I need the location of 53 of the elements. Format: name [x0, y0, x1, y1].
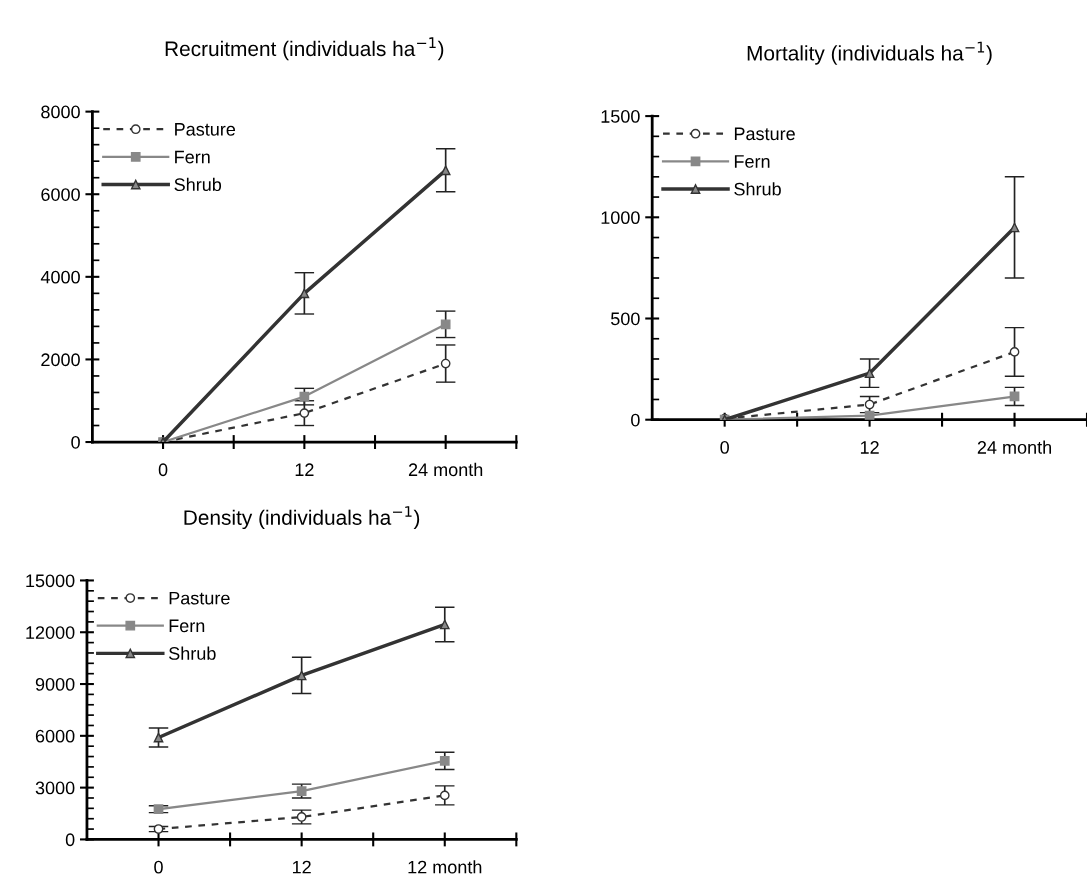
y-tick-label: 1000 — [601, 211, 640, 225]
legend-label: Shrub — [169, 646, 216, 660]
x-tick-label: 0 — [154, 860, 163, 874]
chart-title: Mortality (individuals ha$^{−1}$) — [747, 41, 992, 65]
point — [296, 812, 307, 822]
y-tick-label: 2000 — [41, 353, 80, 367]
legend-label: Pasture — [175, 123, 236, 136]
point — [1009, 347, 1020, 357]
y-tick-label: 8000 — [41, 105, 80, 119]
legend-label: Pasture — [734, 127, 795, 141]
point — [439, 756, 450, 766]
y-tick-label: 15000 — [26, 574, 75, 588]
point — [299, 408, 310, 418]
y-tick-label: 9000 — [35, 677, 75, 691]
x-tick-label: 24 month — [408, 462, 483, 477]
legend-label: Shrub — [734, 182, 781, 196]
y-tick-label: 12000 — [26, 626, 75, 639]
point — [153, 824, 164, 834]
x-tick-label: 12 — [295, 463, 314, 476]
point — [440, 358, 451, 369]
x-tick-label: 12 — [860, 441, 879, 454]
point — [1009, 222, 1020, 233]
legend-label: Fern — [169, 619, 205, 633]
y-tick-label: 0 — [631, 413, 640, 427]
y-tick-label: 6000 — [35, 729, 75, 743]
point — [153, 732, 164, 743]
point — [299, 391, 310, 402]
point — [864, 368, 875, 379]
y-tick-label: 6000 — [41, 188, 80, 201]
y-tick-label: 4000 — [40, 270, 80, 284]
x-tick-label: 0 — [158, 463, 168, 477]
legend-label: Fern — [175, 150, 210, 164]
point — [439, 619, 450, 630]
x-tick-label: 12 month — [408, 860, 482, 874]
point — [153, 804, 164, 815]
chart-title: Density (individuals ha$^{−1}$) — [184, 506, 420, 530]
x-tick-label: 24 month — [977, 440, 1052, 454]
point — [864, 399, 875, 410]
point — [296, 786, 307, 796]
y-tick-label: 0 — [65, 833, 75, 847]
x-tick-label: 12 — [292, 860, 311, 874]
chart-title: Recruitment (individuals ha$^{−1}$) — [165, 37, 444, 61]
y-tick-label: 500 — [610, 312, 640, 326]
legend-label: Pasture — [169, 591, 230, 605]
y-tick-label: 1500 — [601, 110, 640, 123]
point — [439, 790, 450, 801]
point — [299, 288, 310, 299]
x-tick-label: 0 — [720, 441, 729, 454]
point — [440, 319, 451, 330]
legend-label: Shrub — [174, 177, 222, 192]
legend-label: Fern — [734, 155, 770, 168]
y-tick-label: 3000 — [35, 781, 75, 795]
point — [296, 670, 307, 681]
